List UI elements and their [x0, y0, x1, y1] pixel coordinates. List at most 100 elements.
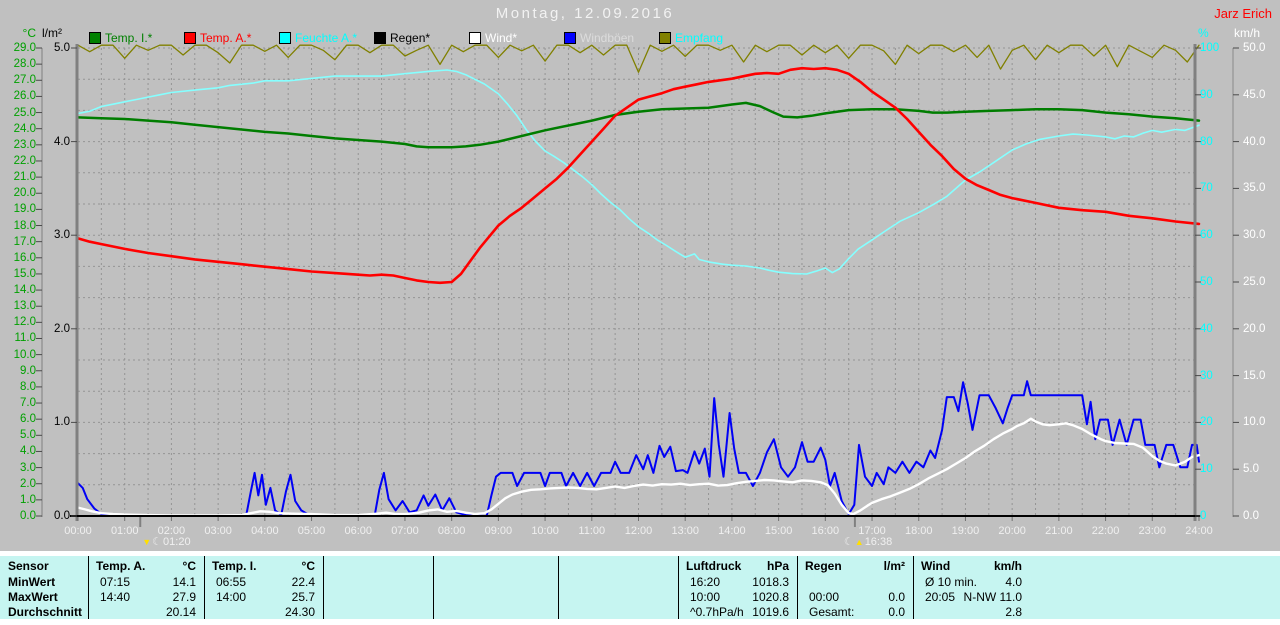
pct-axis-label: 40 [1200, 322, 1213, 335]
time-axis-label: 08:00 [437, 525, 466, 537]
kmh-axis-label: 10.0 [1243, 416, 1266, 429]
c-axis-label: 6.0 [20, 413, 36, 426]
lm2-axis-label: 0.0 [54, 510, 70, 522]
table-cell: 4.0 [1005, 575, 1022, 589]
table-column-divider [913, 556, 914, 619]
table-cell: 14:00 [216, 590, 247, 604]
series-wind [76, 417, 1201, 517]
table-cell: 20:05 [925, 590, 956, 604]
table-cell: 16:20 [690, 575, 721, 589]
c-axis-label: 15.0 [13, 267, 36, 280]
c-axis-label: 20.0 [13, 187, 36, 200]
time-axis-label: 13:00 [671, 525, 699, 537]
marker-time: 16:38 [864, 536, 893, 548]
table-cell: Gesamt: [809, 605, 855, 619]
table-cell: 25.7 [291, 590, 315, 604]
table-column-unit: hPa [766, 559, 789, 573]
time-axis-label: 06:00 [344, 525, 372, 537]
temp-axis-unit: °C [22, 26, 36, 40]
kmh-axis-label: 40.0 [1243, 135, 1266, 148]
lm2-axis-label: 4.0 [54, 135, 70, 148]
legend-item: Wind* [469, 31, 517, 45]
lm2-axis-label: 5.0 [54, 42, 70, 54]
table-cell: ^0.7hPa/h [690, 605, 744, 619]
legend-label: Temp. I.* [105, 31, 153, 45]
table-cell: 14:40 [100, 590, 131, 604]
legend-label: Empfang [675, 31, 724, 45]
time-axis-label: 03:00 [204, 525, 232, 537]
table-cell: 2.8 [1005, 605, 1022, 619]
table-cell: N-NW 11.0 [963, 590, 1022, 604]
pct-axis-label: 60 [1200, 229, 1213, 242]
kmh-axis-label: 50.0 [1243, 42, 1266, 54]
kmh-axis-label: 25.0 [1243, 276, 1266, 288]
c-axis-label: 25.0 [13, 106, 36, 119]
time-axis-label: 05:00 [297, 525, 326, 537]
station-name: Jarz Erich [1214, 6, 1272, 21]
c-axis-label: 10.0 [13, 348, 36, 361]
rain-axis-unit: l/m² [42, 26, 62, 40]
time-axis-label: 10:00 [531, 525, 559, 537]
table-row-label: MaxWert [8, 590, 58, 604]
legend-item: Feuchte A.* [279, 31, 357, 45]
time-axis-label: 09:00 [484, 525, 513, 537]
time-axis-label: 14:00 [718, 525, 746, 537]
table-cell: 0.0 [888, 605, 905, 619]
series-empfang [77, 44, 1200, 73]
c-axis-label: 23.0 [13, 138, 36, 151]
table-cell: 24.30 [284, 605, 315, 619]
c-axis-label: 11.0 [14, 332, 36, 345]
table-column-unit: °C [182, 559, 196, 573]
kmh-axis-label: 0.0 [1243, 510, 1259, 522]
pct-axis-label: 50 [1200, 276, 1213, 288]
moon-icon: ☾ [152, 535, 163, 548]
c-axis-label: 29.0 [13, 42, 36, 54]
time-axis-label: 19:00 [951, 525, 980, 537]
series-temp-i- [76, 101, 1201, 149]
moon-icon: ☾ [843, 535, 854, 548]
pct-axis-label: 100 [1200, 42, 1220, 54]
table-column-divider [558, 556, 559, 619]
table-cell: 0.0 [888, 590, 905, 604]
table-cell: 1018.3 [752, 575, 789, 589]
c-axis-label: 24.0 [13, 122, 36, 135]
c-axis-label: 16.0 [13, 251, 36, 264]
table-cell: 1019.6 [752, 605, 789, 619]
time-axis-label: 18:00 [904, 525, 933, 537]
table-column-divider [678, 556, 679, 619]
table-column-header: Temp. I. [212, 559, 257, 573]
c-axis-label: 5.0 [20, 429, 36, 442]
pct-axis-label: 20 [1200, 416, 1213, 429]
marker-time: 01:20 [163, 536, 191, 548]
legend-label: Feuchte A.* [295, 31, 358, 45]
marker-moonrise: ☾ ▲ 16:38 [844, 536, 892, 548]
legend-item: Temp. I.* [89, 31, 152, 45]
legend-swatch [184, 32, 196, 44]
lm2-axis-label: 2.0 [54, 322, 70, 335]
table-column-divider [433, 556, 434, 619]
legend-swatch [279, 32, 291, 44]
c-axis-label: 4.0 [20, 445, 36, 458]
legend-swatch [659, 32, 671, 44]
c-axis-label: 28.0 [13, 58, 36, 71]
c-axis-label: 26.0 [13, 90, 36, 103]
pct-axis-label: 80 [1200, 135, 1213, 148]
table-cell: 27.9 [172, 590, 196, 604]
table-column-divider [204, 556, 205, 619]
time-axis-label: 20:00 [998, 525, 1026, 537]
time-axis-label: 04:00 [251, 525, 279, 537]
time-axis-label: 01:00 [110, 525, 139, 537]
kmh-axis-label: 20.0 [1243, 322, 1266, 335]
time-axis-label: 21:00 [1045, 525, 1073, 537]
legend-item: Temp. A.* [184, 31, 251, 45]
time-axis-label: 02:00 [157, 525, 186, 537]
c-axis-label: 7.0 [20, 397, 36, 410]
marker-moonset: ▼ ☾ 01:20 [142, 536, 190, 548]
page-title: Montag, 12.09.2016 [495, 5, 675, 22]
time-axis-label: 00:00 [64, 525, 92, 537]
time-axis-label: 15:00 [764, 525, 793, 537]
table-column-divider [323, 556, 324, 619]
table-column-header: Luftdruck [686, 559, 742, 573]
time-axis-label: 22:00 [1091, 525, 1120, 537]
